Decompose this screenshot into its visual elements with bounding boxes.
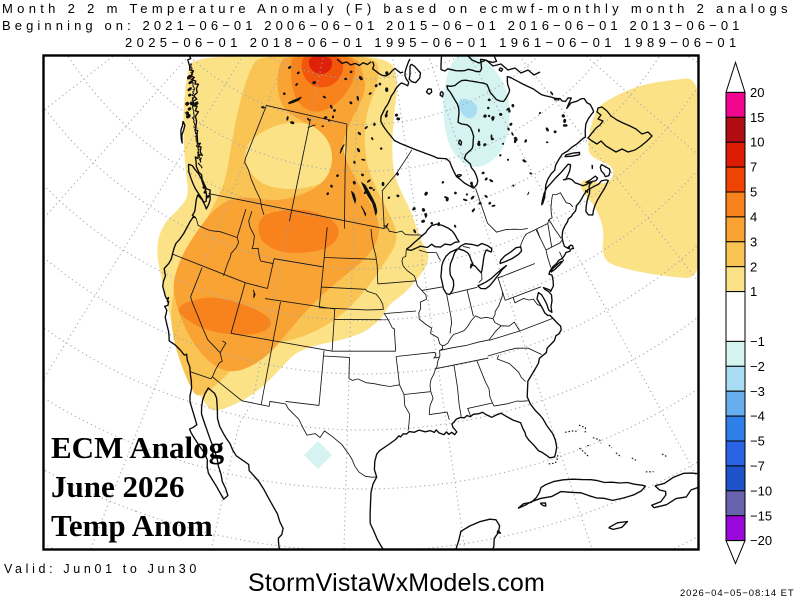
svg-text:1: 1 [750,284,757,299]
svg-text:−3: −3 [750,384,765,399]
svg-text:15: 15 [750,110,764,125]
svg-text:10: 10 [750,135,764,150]
svg-text:−10: −10 [750,483,772,498]
svg-text:5: 5 [750,185,757,200]
svg-text:−7: −7 [750,459,765,474]
svg-text:−1: −1 [750,334,765,349]
svg-text:−4: −4 [750,409,765,424]
svg-text:−15: −15 [750,508,772,523]
svg-text:3: 3 [750,234,757,249]
svg-text:2: 2 [750,259,757,274]
svg-text:20: 20 [750,85,764,100]
svg-text:−20: −20 [750,533,772,548]
svg-text:−5: −5 [750,434,765,449]
svg-text:4: 4 [750,210,757,225]
svg-text:−2: −2 [750,359,765,374]
svg-text:7: 7 [750,160,757,175]
